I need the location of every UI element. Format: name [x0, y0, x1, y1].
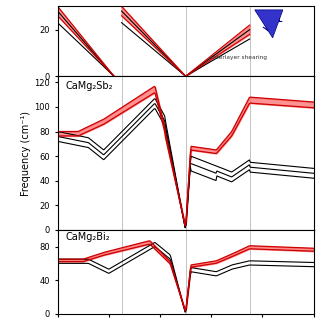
Polygon shape	[255, 10, 283, 38]
Text: L: L	[278, 17, 282, 23]
Text: Interlayer shearing: Interlayer shearing	[211, 55, 267, 60]
Y-axis label: Frequency (cm⁻¹): Frequency (cm⁻¹)	[21, 110, 31, 196]
Text: CaMg₂Sb₂: CaMg₂Sb₂	[65, 81, 113, 91]
Text: CaMg₂Bi₂: CaMg₂Bi₂	[65, 232, 110, 242]
